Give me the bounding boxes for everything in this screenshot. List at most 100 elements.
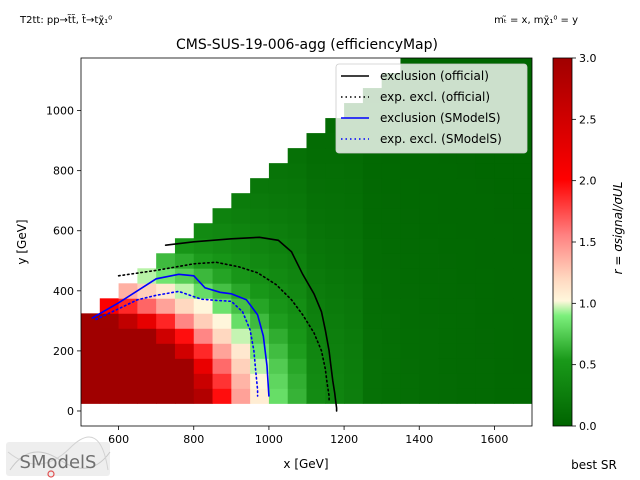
heatmap-cell xyxy=(193,298,213,314)
logo-node-icon xyxy=(47,470,55,478)
heatmap-cell xyxy=(475,208,495,224)
heatmap-cell xyxy=(419,253,439,269)
heatmap-cell xyxy=(231,373,251,389)
heatmap-cell xyxy=(475,298,495,314)
heatmap-cell xyxy=(137,298,157,314)
heatmap-cell xyxy=(362,298,383,314)
heatmap-cell xyxy=(475,253,495,269)
heatmap-cell xyxy=(381,298,401,314)
heatmap-cell xyxy=(156,343,176,359)
heatmap-cell xyxy=(156,313,176,329)
heatmap-cell xyxy=(306,313,326,329)
heatmap-cell xyxy=(325,163,345,179)
heatmap-cell xyxy=(268,358,289,374)
heatmap-cell xyxy=(193,343,213,359)
heatmap-cell xyxy=(344,298,364,314)
heatmap-cell xyxy=(513,163,532,179)
heatmap-cell xyxy=(513,388,532,404)
heatmap-cell xyxy=(325,208,345,224)
heatmap-cell xyxy=(513,298,532,314)
heatmap-cell xyxy=(513,343,532,359)
heatmap-cell xyxy=(268,328,289,344)
heatmap-cell xyxy=(268,373,289,389)
heatmap-cell xyxy=(156,328,176,344)
heatmap-cell xyxy=(250,238,270,254)
heatmap-cell xyxy=(268,163,289,179)
heatmap-cell xyxy=(456,313,477,329)
heatmap-cell xyxy=(306,268,326,284)
logo-text: SModelS xyxy=(20,452,97,473)
heatmap-cell xyxy=(174,238,195,254)
heatmap-cell xyxy=(99,358,119,374)
heatmap-cell xyxy=(400,313,420,329)
heatmap-cell xyxy=(438,253,458,269)
heatmap-cell xyxy=(212,373,232,389)
heatmap-cell xyxy=(231,223,251,239)
heatmap-cell xyxy=(494,253,514,269)
heatmap-cell xyxy=(362,223,383,239)
heatmap-cell xyxy=(325,223,345,239)
heatmap-cell xyxy=(306,193,326,209)
heatmap-cell xyxy=(494,223,514,239)
x-tick-label: 800 xyxy=(183,433,204,446)
heatmap-cell xyxy=(193,388,213,404)
heatmap-cell xyxy=(250,328,270,344)
exclusion-curves xyxy=(91,236,338,412)
heatmap-cell xyxy=(381,343,401,359)
heatmap-cell xyxy=(287,373,307,389)
heatmap-cell xyxy=(475,238,495,254)
heatmap-cell xyxy=(174,358,195,374)
x-tick-label: 1000 xyxy=(255,433,283,446)
heatmap-cell xyxy=(212,253,232,269)
heatmap-cell xyxy=(212,208,232,224)
heatmap-cell xyxy=(325,373,345,389)
heatmap-cell xyxy=(513,268,532,284)
heatmap-cell xyxy=(268,208,289,224)
heatmap-cell xyxy=(306,178,326,194)
heatmap-cell xyxy=(306,148,326,164)
heatmap-cell xyxy=(456,163,477,179)
heatmap-cell xyxy=(475,163,495,179)
heatmap-cell xyxy=(475,268,495,284)
heatmap-cell xyxy=(362,178,383,194)
heatmap-cell xyxy=(381,253,401,269)
heatmap-cell xyxy=(344,223,364,239)
heatmap-cell xyxy=(400,343,420,359)
heatmap-cell xyxy=(344,373,364,389)
heatmap-cell xyxy=(231,358,251,374)
heatmap-cell xyxy=(193,268,213,284)
heatmap-cell xyxy=(193,223,213,239)
heatmap-cell xyxy=(193,313,213,329)
heatmap-cell xyxy=(268,313,289,329)
heatmap-cell xyxy=(344,328,364,344)
heatmap-cell xyxy=(475,328,495,344)
y-tick-label: 800 xyxy=(53,165,74,178)
colorbar-tick-label: 2.0 xyxy=(579,175,597,188)
colorbar-tick-label: 1.0 xyxy=(579,297,597,310)
heatmap-cell xyxy=(456,223,477,239)
heatmap-cell xyxy=(475,373,495,389)
heatmap-cell xyxy=(494,328,514,344)
heatmap-cell xyxy=(193,283,213,299)
colorbar-tick-label: 3.0 xyxy=(579,52,597,65)
heatmap-cell xyxy=(362,268,383,284)
series-line-4 xyxy=(95,290,259,397)
colorbar: 0.0 0.5 1.0 1.5 2.0 2.5 3.0 xyxy=(552,52,597,433)
heatmap-cell xyxy=(438,343,458,359)
series-line-3 xyxy=(91,273,270,397)
heatmap-cell xyxy=(306,358,326,374)
heatmap-cell xyxy=(456,268,477,284)
heatmap-cell xyxy=(400,163,420,179)
heatmap-cell xyxy=(475,388,495,404)
heatmap-cell xyxy=(306,388,326,404)
heatmap-cell xyxy=(174,388,195,404)
heatmap-cell xyxy=(513,238,532,254)
heatmap-cell xyxy=(344,313,364,329)
heatmap-cell xyxy=(212,313,232,329)
heatmap-cell xyxy=(513,208,532,224)
heatmap-cell xyxy=(287,148,307,164)
heatmap-cell xyxy=(306,208,326,224)
heatmap-cell xyxy=(381,208,401,224)
heatmap-cell xyxy=(344,163,364,179)
